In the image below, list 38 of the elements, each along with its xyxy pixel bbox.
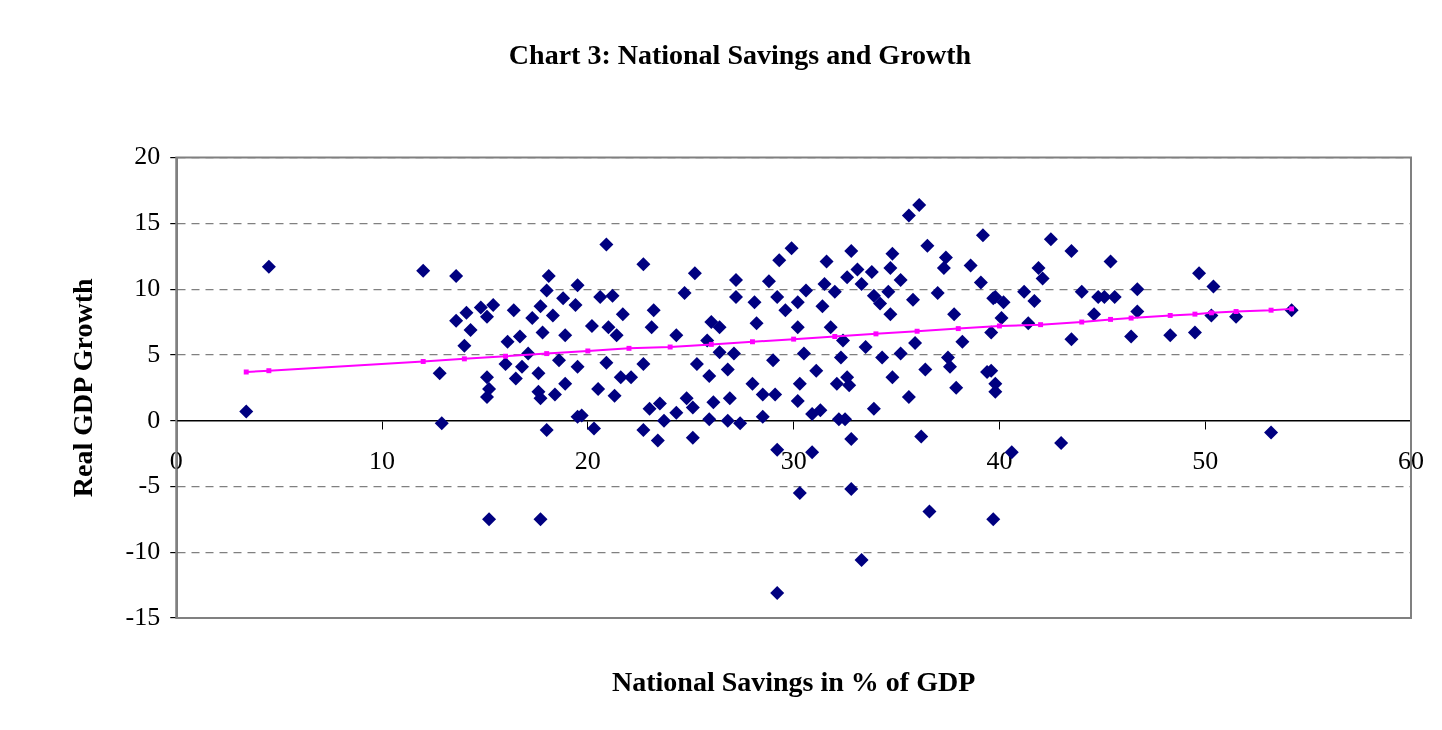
y-tick-label: -5 (138, 470, 161, 500)
y-tick-label: 15 (134, 207, 161, 237)
x-tick-label: 60 (1398, 446, 1424, 476)
y-tick-label: 10 (134, 272, 161, 302)
point (1268, 307, 1274, 313)
point (1233, 309, 1239, 314)
point (955, 326, 961, 332)
y-tick-label: -10 (125, 536, 161, 566)
point (461, 356, 467, 362)
point (1128, 315, 1134, 321)
y-tick-label: 20 (134, 141, 161, 171)
point (420, 359, 426, 364)
y-tick-label: 5 (147, 338, 161, 368)
point (873, 331, 879, 337)
x-tick-label: 30 (780, 446, 807, 476)
x-tick-label: 50 (1192, 446, 1219, 476)
x-axis-title: National Savings in % of GDP (611, 666, 976, 698)
point (791, 336, 797, 342)
point (708, 341, 714, 347)
point (1038, 322, 1044, 328)
x-tick-label: 0 (169, 446, 183, 476)
point (832, 334, 838, 339)
point (266, 368, 272, 374)
x-tick-label: 20 (574, 446, 601, 476)
x-tick-label: 10 (369, 446, 396, 476)
point (1167, 312, 1173, 318)
point (1192, 311, 1198, 317)
point (1108, 316, 1114, 322)
point (1079, 319, 1085, 325)
y-tick-label: -15 (125, 601, 161, 631)
y-tick-label: 0 (147, 404, 161, 434)
point (914, 328, 920, 334)
y-axis-title: Real GDP Growth (67, 277, 99, 498)
point (544, 351, 550, 357)
point (503, 353, 508, 359)
chart-title: Chart 3: National Savings and Growth (508, 39, 972, 71)
point (585, 348, 591, 354)
point (750, 339, 755, 345)
